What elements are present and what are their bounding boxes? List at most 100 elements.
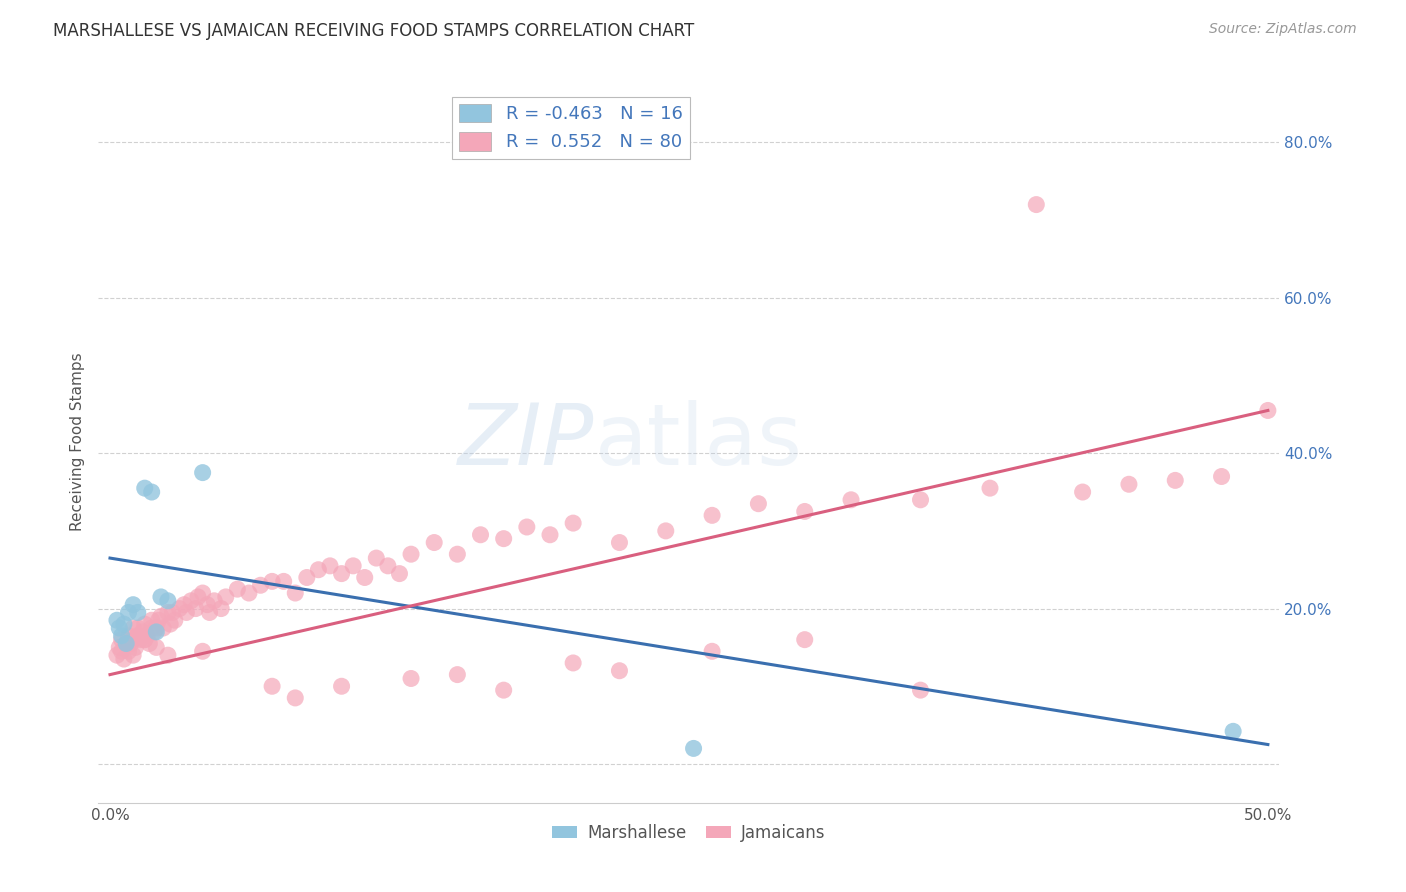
Point: [117, 644, 139, 658]
Point: [159, 617, 181, 632]
Text: Source: ZipAtlas.com: Source: ZipAtlas.com: [1209, 22, 1357, 37]
Point: [110, 632, 132, 647]
Point: [127, 606, 149, 620]
Text: ZIP: ZIP: [458, 400, 595, 483]
Point: [399, 672, 422, 686]
Point: [134, 617, 156, 632]
Point: [124, 640, 146, 655]
Point: [145, 624, 167, 639]
Point: [145, 621, 167, 635]
Point: [156, 606, 179, 620]
Point: [148, 613, 170, 627]
Point: [110, 644, 132, 658]
Point: [700, 644, 723, 658]
Point: [609, 535, 631, 549]
Point: [446, 547, 468, 561]
Point: [1257, 403, 1279, 417]
Point: [143, 624, 166, 639]
Point: [176, 606, 198, 620]
Point: [184, 601, 207, 615]
Point: [191, 644, 214, 658]
Point: [609, 664, 631, 678]
Point: [117, 606, 139, 620]
Point: [108, 640, 131, 655]
Point: [399, 547, 422, 561]
Point: [138, 636, 160, 650]
Point: [105, 648, 128, 663]
Legend: Marshallese, Jamaicans: Marshallese, Jamaicans: [546, 817, 832, 848]
Text: atlas: atlas: [595, 400, 803, 483]
Point: [249, 578, 271, 592]
Point: [979, 481, 1001, 495]
Point: [141, 621, 163, 635]
Point: [195, 598, 218, 612]
Point: [793, 504, 815, 518]
Point: [330, 679, 353, 693]
Point: [655, 524, 678, 538]
Point: [141, 613, 163, 627]
Point: [191, 466, 214, 480]
Point: [110, 629, 132, 643]
Point: [238, 586, 260, 600]
Point: [262, 679, 284, 693]
Point: [169, 601, 191, 615]
Point: [129, 632, 152, 647]
Point: [173, 598, 195, 612]
Text: MARSHALLESE VS JAMAICAN RECEIVING FOOD STAMPS CORRELATION CHART: MARSHALLESE VS JAMAICAN RECEIVING FOOD S…: [53, 22, 695, 40]
Point: [180, 594, 202, 608]
Point: [388, 566, 411, 581]
Point: [105, 613, 128, 627]
Point: [149, 590, 172, 604]
Point: [156, 594, 179, 608]
Point: [122, 621, 145, 635]
Point: [1025, 197, 1047, 211]
Point: [262, 574, 284, 589]
Point: [149, 609, 172, 624]
Point: [122, 648, 145, 663]
Point: [1211, 469, 1233, 483]
Point: [562, 656, 585, 670]
Point: [117, 629, 139, 643]
Point: [145, 640, 167, 655]
Point: [538, 528, 561, 542]
Point: [215, 590, 238, 604]
Point: [377, 558, 399, 573]
Point: [115, 636, 138, 650]
Point: [115, 636, 138, 650]
Point: [562, 516, 585, 530]
Point: [136, 629, 159, 643]
Point: [1164, 474, 1187, 488]
Point: [273, 574, 295, 589]
Point: [1118, 477, 1140, 491]
Point: [152, 621, 174, 635]
Point: [319, 558, 342, 573]
Point: [134, 632, 156, 647]
Point: [910, 683, 932, 698]
Point: [127, 621, 149, 635]
Point: [793, 632, 815, 647]
Y-axis label: Receiving Food Stamps: Receiving Food Stamps: [69, 352, 84, 531]
Point: [108, 621, 131, 635]
Point: [330, 566, 353, 581]
Point: [112, 617, 135, 632]
Point: [198, 606, 221, 620]
Point: [163, 613, 186, 627]
Point: [284, 586, 307, 600]
Point: [191, 586, 214, 600]
Point: [516, 520, 538, 534]
Point: [141, 485, 163, 500]
Point: [156, 648, 179, 663]
Point: [134, 632, 156, 647]
Point: [682, 741, 704, 756]
Point: [120, 636, 142, 650]
Point: [284, 690, 307, 705]
Point: [122, 632, 145, 647]
Point: [131, 624, 153, 639]
Point: [910, 492, 932, 507]
Point: [423, 535, 446, 549]
Point: [134, 481, 156, 495]
Point: [747, 497, 769, 511]
Point: [112, 652, 135, 666]
Point: [353, 570, 375, 584]
Point: [127, 629, 149, 643]
